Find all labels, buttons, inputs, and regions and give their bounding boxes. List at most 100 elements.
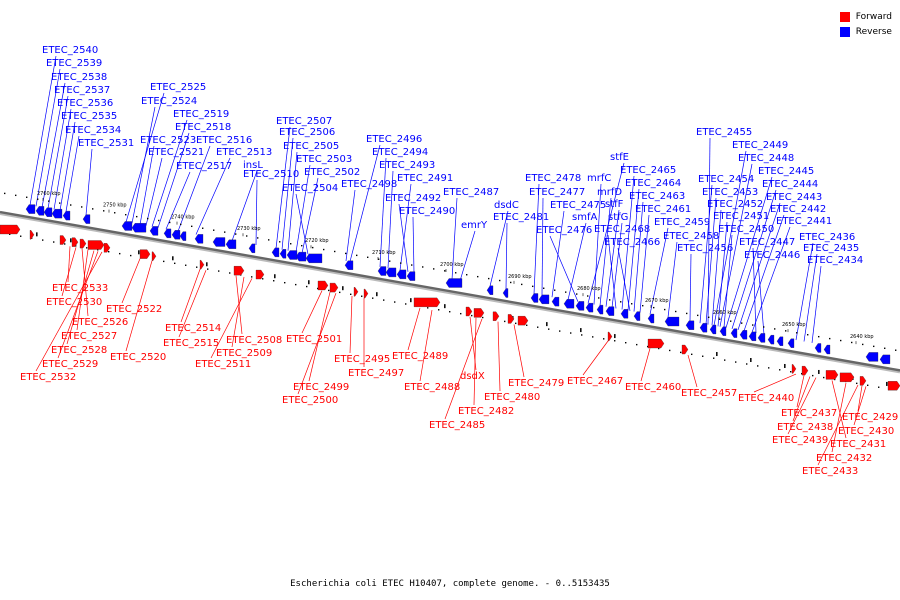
guide-dot — [70, 204, 72, 206]
guide-dot — [356, 254, 358, 257]
forward-gene — [681, 344, 689, 355]
leader-line — [737, 202, 781, 330]
guide-dot — [614, 340, 616, 342]
leader-line — [349, 295, 353, 354]
reverse-gene — [633, 311, 641, 321]
leader-line — [667, 241, 678, 318]
leader-line — [857, 385, 863, 412]
gene-label: ETEC_2507 — [276, 116, 332, 127]
guide-dot — [323, 248, 325, 251]
guide-dot — [383, 299, 385, 301]
leader-line — [731, 189, 777, 329]
gene-label: ETEC_2480 — [484, 392, 540, 403]
reverse-gene — [279, 249, 287, 259]
gene-label: dsdC — [494, 200, 519, 211]
reverse-gene — [396, 269, 407, 280]
reverse-gene — [620, 309, 629, 319]
guide-dot — [680, 351, 682, 354]
tick-label: 2730 kbp — [237, 226, 261, 232]
leader-line — [29, 55, 57, 206]
leader-line — [145, 157, 163, 226]
reverse-gene — [699, 323, 708, 333]
leader-line — [255, 179, 258, 246]
gene-label: ETEC_2515 — [163, 338, 219, 349]
forward-gene — [859, 376, 867, 386]
forward-gene — [199, 260, 205, 270]
reverse-gene — [748, 331, 757, 341]
guide-dot — [719, 318, 721, 320]
forward-gene — [233, 266, 245, 276]
guide-dot — [306, 285, 308, 288]
locus-mark — [886, 381, 888, 386]
guide-dot — [422, 266, 424, 268]
gene-label: dsdX — [460, 371, 485, 382]
gene-label: ETEC_2431 — [830, 439, 886, 450]
leader-line — [125, 260, 153, 352]
gene-label: ETEC_2429 — [842, 412, 898, 423]
leader-line — [617, 247, 631, 311]
reverse-gene — [605, 306, 615, 316]
leader-line — [65, 135, 80, 212]
guide-dot — [361, 295, 363, 297]
gene-label: ETEC_2527 — [61, 331, 117, 342]
gene-label: ETEC_2505 — [283, 141, 339, 152]
gene-label: ETEC_2468 — [594, 224, 650, 235]
gene-label: stfF — [605, 199, 624, 210]
gene-label: ETEC_2444 — [762, 179, 818, 190]
guide-dot — [653, 306, 655, 309]
gene-label: ETEC_2475 — [550, 200, 606, 211]
leader-line — [633, 201, 644, 312]
gene-label: ETEC_2454 — [698, 174, 754, 185]
reverse-gene — [664, 316, 680, 327]
gene-label: ETEC_2511 — [195, 359, 251, 370]
gene-label: ETEC_2479 — [508, 378, 564, 389]
guide-dot — [724, 359, 726, 361]
gene-label: ETEC_2526 — [72, 317, 128, 328]
guide-dot — [20, 235, 22, 237]
guide-dot — [818, 335, 820, 338]
guide-dot — [592, 336, 594, 338]
guide-dot — [257, 237, 259, 239]
leader-line — [611, 222, 623, 308]
reverse-gene — [35, 206, 45, 216]
gene-label: ETEC_2430 — [838, 426, 894, 437]
guide-dot — [873, 345, 875, 348]
locus-mark — [444, 304, 446, 309]
guide-dot — [218, 270, 220, 272]
guide-dot — [9, 233, 11, 235]
guide-dot — [438, 309, 440, 311]
leader-line — [751, 226, 791, 333]
leader-line — [419, 309, 433, 382]
guide-dot — [295, 283, 297, 286]
gene-label: ETEC_2460 — [625, 382, 681, 393]
forward-gene — [79, 238, 87, 249]
gene-label: ETEC_2506 — [279, 127, 335, 138]
gene-label: ETEC_2509 — [216, 348, 272, 359]
reverse-gene — [171, 230, 181, 240]
leader-line — [792, 376, 811, 422]
leader-line — [795, 242, 814, 341]
guide-dot — [64, 243, 66, 245]
gene-label: ETEC_2502 — [304, 167, 360, 178]
gene-label: ETEC_2528 — [51, 345, 107, 356]
gene-label: emrY — [461, 220, 488, 231]
guide-dot — [202, 227, 204, 229]
forward-gene — [363, 288, 369, 299]
leader-line — [178, 270, 207, 338]
tick-label: 2670 kbp — [645, 298, 669, 304]
leader-line — [831, 382, 847, 453]
gene-label: ETEC_2442 — [770, 204, 826, 215]
guide-dot — [75, 245, 77, 247]
leader-line — [717, 221, 728, 327]
reverse-gene — [502, 288, 509, 298]
leader-line — [195, 157, 231, 235]
guide-dot — [867, 384, 869, 386]
guide-dot — [730, 320, 732, 322]
guide-dot — [378, 258, 380, 260]
leader-line — [295, 164, 311, 253]
leader-line — [605, 209, 620, 307]
tick-label: 2710 kbp — [372, 250, 396, 256]
guide-dot — [460, 312, 462, 315]
gene-label: ETEC_2463 — [629, 191, 685, 202]
guide-dot — [708, 316, 710, 319]
